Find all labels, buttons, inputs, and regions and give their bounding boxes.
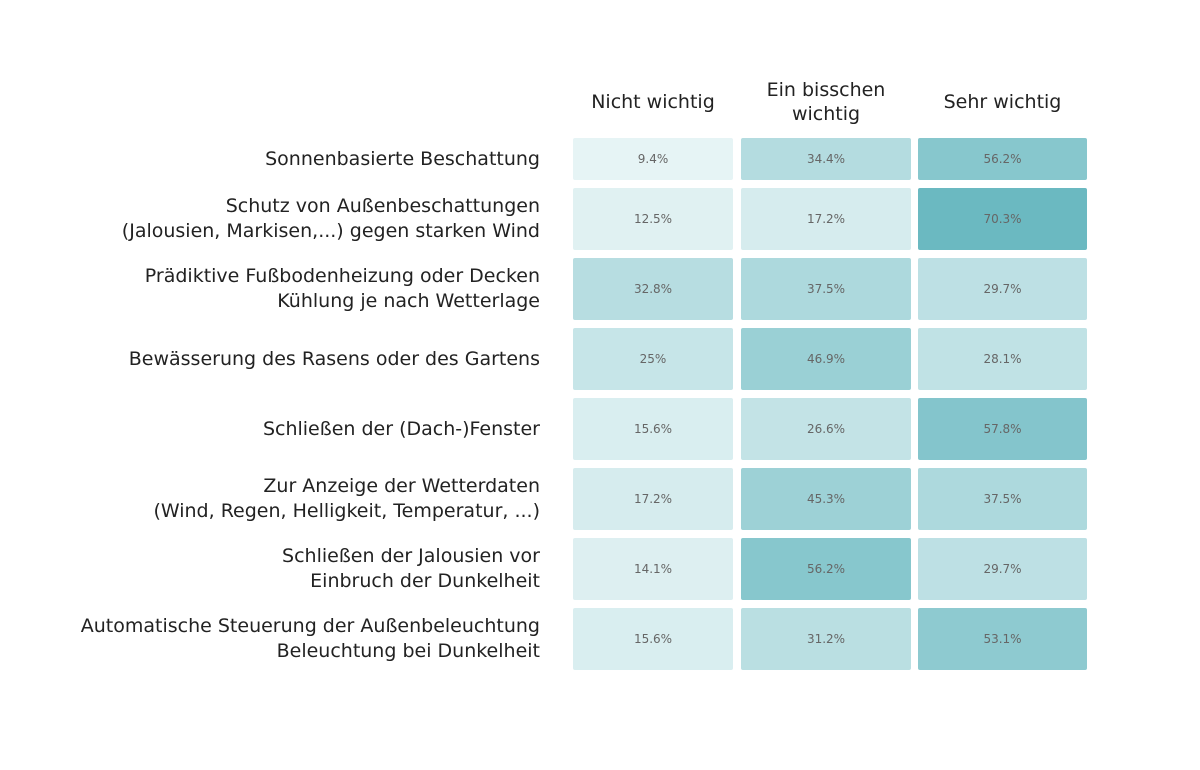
heatmap-cell: 28.1% xyxy=(918,328,1087,390)
row-label: Zur Anzeige der Wetterdaten (Wind, Regen… xyxy=(153,475,540,522)
column-header: Sehr wichtig xyxy=(943,91,1062,113)
heatmap-cell: 26.6% xyxy=(741,398,911,460)
row-label: Sonnenbasierte Beschattung xyxy=(265,147,540,170)
heatmap-cell: 57.8% xyxy=(918,398,1087,460)
heatmap-cell: 34.4% xyxy=(741,138,911,180)
heatmap-cell: 53.1% xyxy=(918,608,1087,670)
heatmap-cell: 14.1% xyxy=(573,538,733,600)
heatmap-cell: 37.5% xyxy=(918,468,1087,530)
row-label: Schutz von Außenbeschattungen (Jalousien… xyxy=(121,195,540,242)
heatmap-cell: 46.9% xyxy=(741,328,911,390)
heatmap-cell: 17.2% xyxy=(741,188,911,250)
column-header: Ein bisschen wichtig xyxy=(766,79,886,125)
heatmap-cell: 56.2% xyxy=(741,538,911,600)
row-label: Bewässerung des Rasens oder des Gartens xyxy=(128,347,540,370)
heatmap-cell: 56.2% xyxy=(918,138,1087,180)
column-header: Nicht wichtig xyxy=(591,91,715,113)
heatmap-cell: 70.3% xyxy=(918,188,1087,250)
row-label: Schließen der Jalousien vor Einbruch der… xyxy=(282,545,540,592)
heatmap-cell: 25% xyxy=(573,328,733,390)
heatmap-cell: 17.2% xyxy=(573,468,733,530)
row-label: Prädiktive Fußbodenheizung oder Decken K… xyxy=(144,265,540,312)
heatmap-cell: 15.6% xyxy=(573,398,733,460)
heatmap-cell: 29.7% xyxy=(918,538,1087,600)
row-label: Automatische Steuerung der Außenbeleucht… xyxy=(80,615,540,662)
heatmap-cell: 29.7% xyxy=(918,258,1087,320)
heatmap-cell: 31.2% xyxy=(741,608,911,670)
heatmap-cell: 15.6% xyxy=(573,608,733,670)
heatmap-cell: 32.8% xyxy=(573,258,733,320)
heatmap-cell: 9.4% xyxy=(573,138,733,180)
heatmap-cell: 45.3% xyxy=(741,468,911,530)
heatmap-cell: 37.5% xyxy=(741,258,911,320)
heatmap-cell: 12.5% xyxy=(573,188,733,250)
row-label: Schließen der (Dach-)Fenster xyxy=(262,417,540,440)
